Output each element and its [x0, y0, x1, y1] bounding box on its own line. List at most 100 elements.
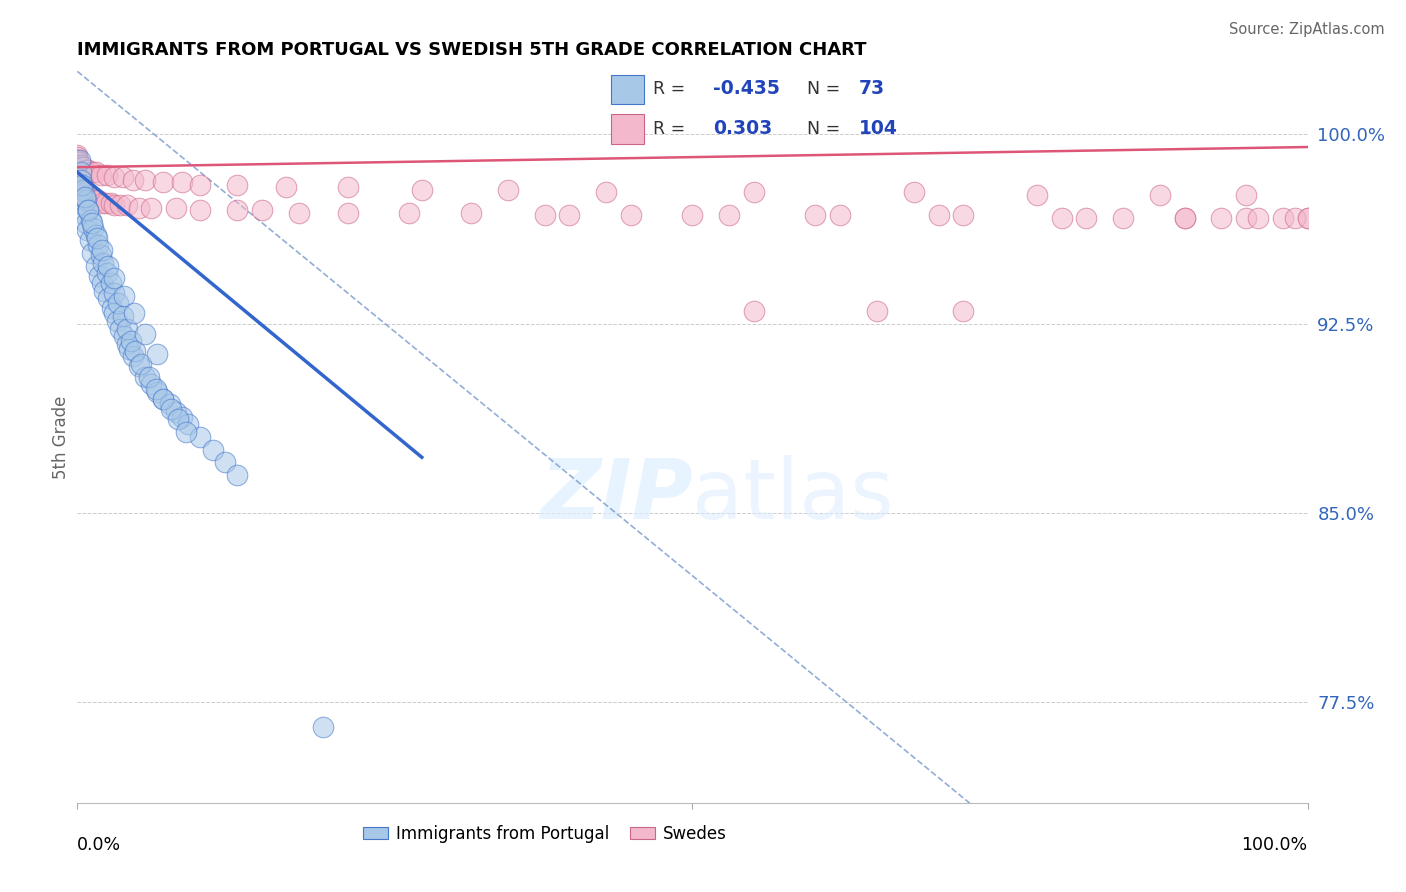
Point: [80, 213, 103, 227]
Point: [84, 193, 107, 207]
Point: [165, 201, 187, 215]
Point: [72, 183, 94, 197]
Text: IMMIGRANTS FROM PORTUGAL VS SWEDISH 5TH GRADE CORRELATION CHART: IMMIGRANTS FROM PORTUGAL VS SWEDISH 5TH …: [77, 41, 868, 59]
Point: [69, 153, 91, 167]
Point: [112, 329, 135, 343]
Point: [118, 342, 141, 356]
Point: [107, 296, 129, 310]
Text: atlas: atlas: [693, 455, 894, 536]
Point: [288, 205, 311, 219]
Point: [73, 186, 96, 200]
Point: [111, 309, 134, 323]
Point: [69, 178, 91, 192]
Point: [115, 321, 138, 335]
Point: [73, 190, 96, 204]
Point: [250, 203, 273, 218]
Point: [90, 195, 114, 210]
Point: [534, 208, 557, 222]
Point: [73, 208, 96, 222]
Point: [121, 334, 143, 349]
Point: [72, 186, 94, 200]
Point: [226, 467, 249, 482]
Point: [1112, 211, 1135, 225]
Point: [75, 216, 97, 230]
Point: [76, 223, 98, 237]
Point: [96, 168, 118, 182]
Point: [66, 153, 89, 167]
Point: [276, 180, 298, 194]
Point: [103, 170, 125, 185]
Point: [121, 350, 143, 364]
Point: [134, 173, 156, 187]
Text: 100.0%: 100.0%: [1241, 837, 1308, 855]
Point: [129, 357, 153, 371]
Point: [66, 170, 89, 185]
Point: [77, 203, 100, 218]
Point: [93, 284, 115, 298]
Point: [70, 180, 93, 194]
Point: [558, 208, 581, 222]
Point: [101, 301, 124, 316]
Point: [103, 286, 125, 301]
Point: [160, 402, 183, 417]
Point: [69, 175, 91, 189]
Point: [103, 306, 125, 320]
Point: [1234, 188, 1257, 202]
Point: [128, 359, 150, 374]
Point: [69, 158, 91, 172]
Point: [620, 208, 643, 222]
Point: [69, 178, 91, 192]
Point: [70, 178, 93, 192]
Point: [1211, 211, 1233, 225]
Point: [66, 147, 89, 161]
Point: [66, 158, 89, 172]
Point: [145, 382, 167, 396]
Point: [66, 165, 89, 179]
Point: [86, 231, 108, 245]
Point: [79, 233, 101, 247]
Point: [111, 170, 134, 185]
Point: [77, 188, 100, 202]
Point: [70, 165, 93, 179]
Point: [1296, 211, 1319, 225]
Point: [337, 205, 360, 219]
Point: [682, 208, 704, 222]
Point: [1272, 211, 1295, 225]
Point: [66, 162, 89, 177]
Point: [146, 384, 169, 399]
Point: [70, 180, 93, 194]
Point: [103, 198, 125, 212]
Point: [90, 248, 112, 262]
Point: [89, 268, 111, 283]
Point: [226, 178, 249, 192]
Point: [121, 173, 143, 187]
Point: [66, 170, 89, 185]
Point: [66, 153, 89, 167]
Point: [66, 168, 89, 182]
Point: [138, 369, 160, 384]
Point: [188, 430, 212, 444]
Point: [170, 175, 193, 189]
Point: [67, 175, 90, 189]
Point: [84, 259, 107, 273]
Point: [124, 344, 146, 359]
Point: [122, 306, 145, 320]
Legend: Immigrants from Portugal, Swedes: Immigrants from Portugal, Swedes: [356, 818, 734, 849]
Point: [72, 198, 94, 212]
Point: [72, 183, 94, 197]
Point: [70, 178, 93, 192]
Point: [170, 409, 193, 424]
Text: N =: N =: [807, 120, 841, 137]
Point: [67, 170, 90, 185]
Point: [804, 208, 827, 222]
Point: [66, 153, 89, 167]
Point: [226, 203, 249, 218]
Point: [90, 168, 112, 182]
Point: [76, 188, 98, 202]
Point: [77, 203, 100, 218]
Point: [1050, 211, 1073, 225]
Point: [82, 165, 104, 179]
Point: [165, 405, 187, 419]
Point: [67, 173, 90, 187]
Point: [75, 193, 97, 207]
